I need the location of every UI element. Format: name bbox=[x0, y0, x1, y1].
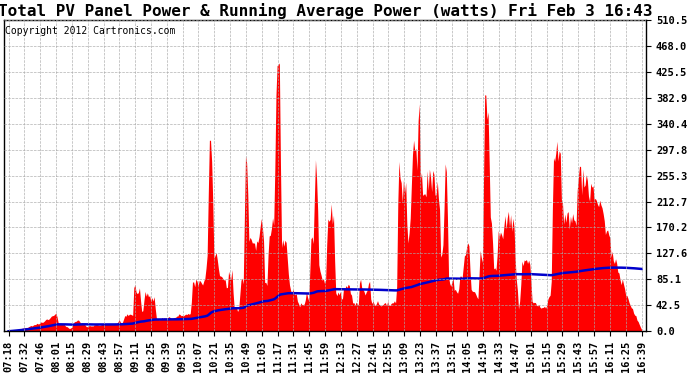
Text: Copyright 2012 Cartronics.com: Copyright 2012 Cartronics.com bbox=[5, 26, 175, 36]
Title: Total PV Panel Power & Running Average Power (watts) Fri Feb 3 16:43: Total PV Panel Power & Running Average P… bbox=[0, 3, 652, 19]
